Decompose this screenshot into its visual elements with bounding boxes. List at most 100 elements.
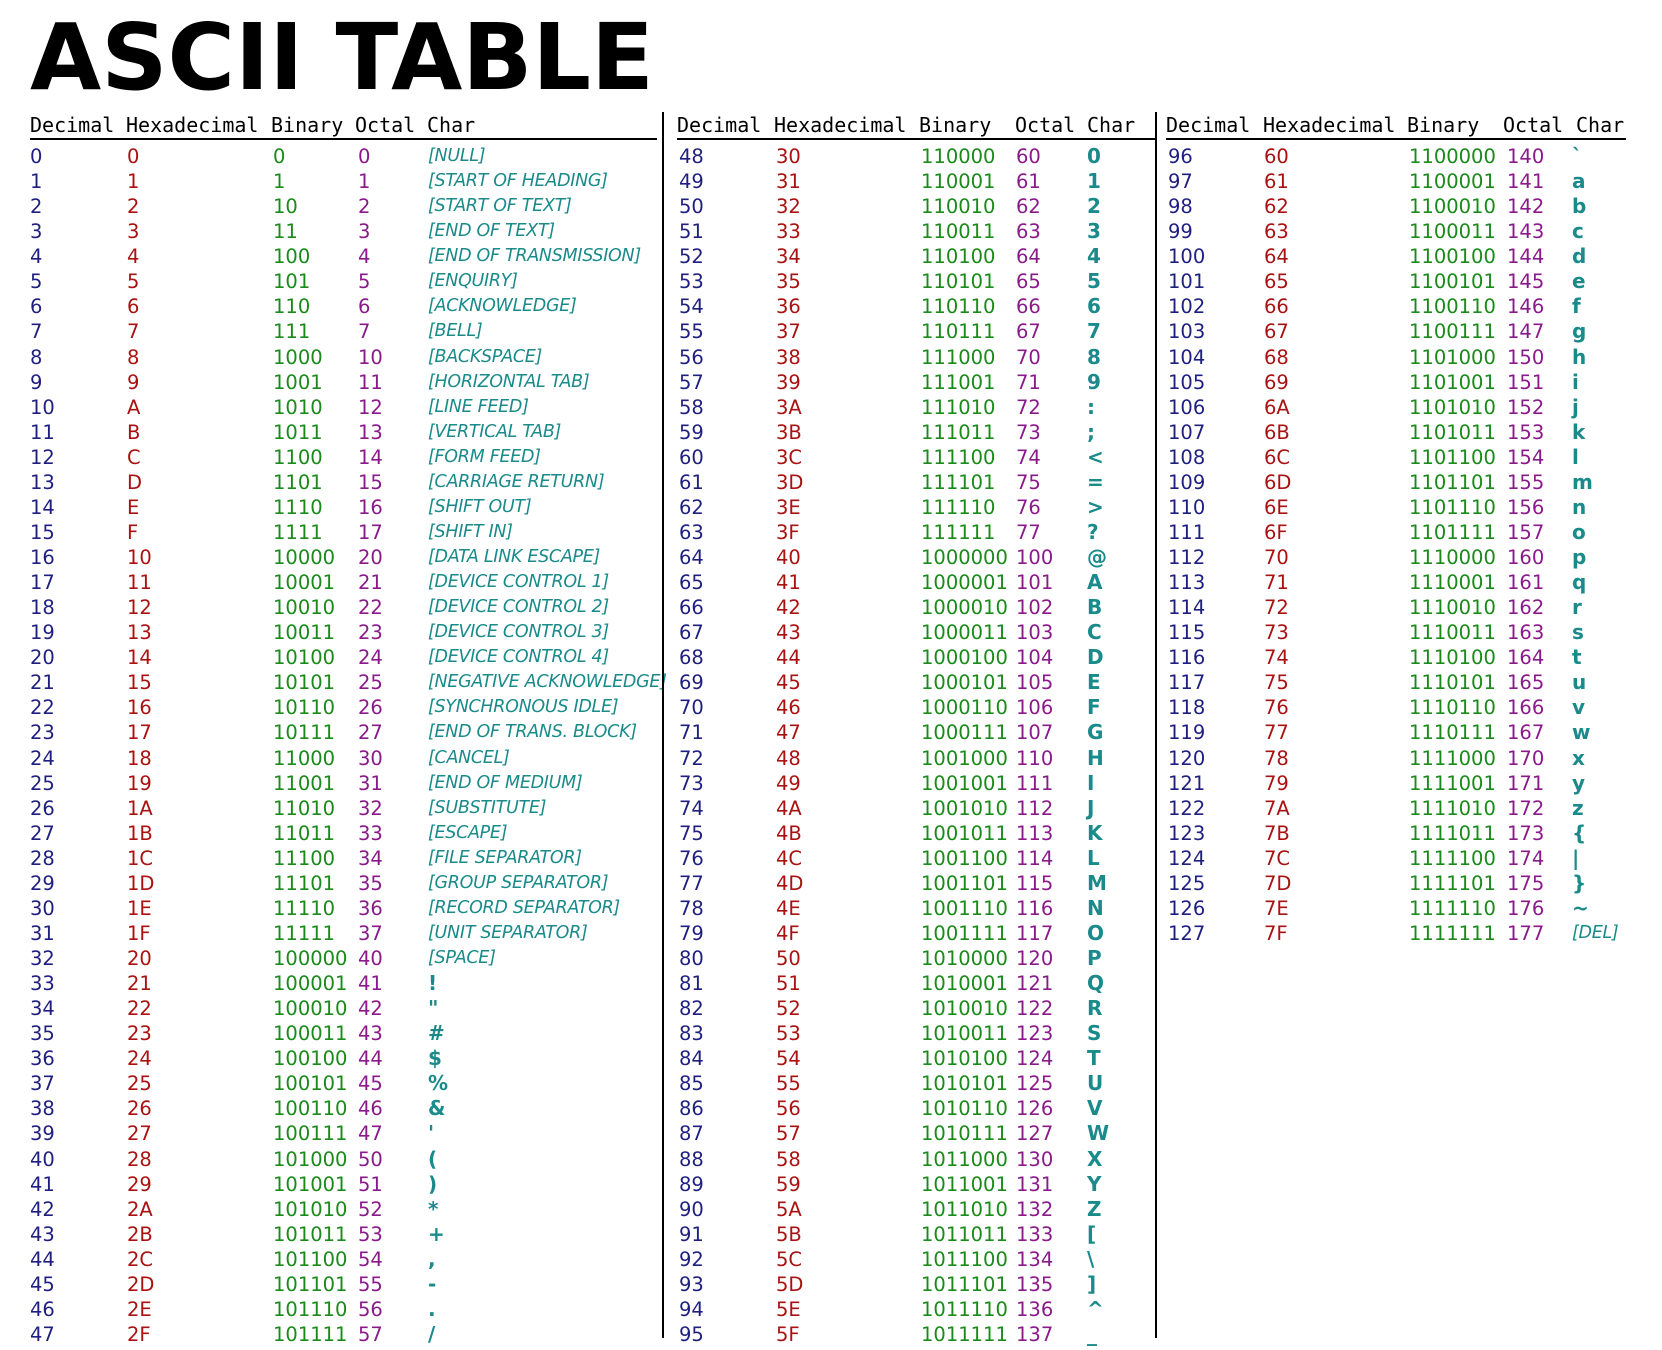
octal-cell: 104	[1016, 646, 1054, 670]
hexadecimal-cell: 7B	[1264, 821, 1290, 845]
char-cell: i	[1572, 369, 1579, 394]
decimal-cell: 94	[679, 1297, 704, 1321]
binary-cell: 111	[273, 320, 311, 344]
binary-cell: 11111	[273, 921, 336, 945]
table-row: 99 63 1100011 143 c	[1166, 219, 1626, 244]
char-cell: \	[1087, 1246, 1095, 1271]
binary-cell: 1111011	[1409, 821, 1496, 845]
binary-cell: 1000000	[921, 546, 1008, 569]
octal-cell: 42	[358, 997, 383, 1021]
binary-cell: 10110	[273, 696, 336, 720]
table-row: 112 70 1110000 160 p	[1166, 545, 1626, 570]
hexadecimal-cell: 12	[127, 596, 152, 620]
char-cell: d	[1572, 244, 1587, 269]
hexadecimal-cell: 6	[127, 295, 140, 319]
binary-cell: 101011	[273, 1222, 348, 1246]
decimal-cell: 80	[679, 947, 704, 970]
binary-cell: 1110001	[1409, 571, 1496, 595]
octal-cell: 46	[358, 1097, 383, 1121]
char-cell: m	[1572, 469, 1593, 494]
decimal-cell: 98	[1168, 195, 1193, 219]
header-hexadecimal: Hexadecimal	[1263, 113, 1396, 137]
table-row: 14 E 1110 16 [SHIFT OUT]	[30, 495, 657, 520]
binary-cell: 1010101	[921, 1072, 1008, 1096]
octal-cell: 177	[1507, 921, 1545, 945]
decimal-cell: 114	[1168, 596, 1206, 620]
table-row: 93 5D 1011101 135]	[677, 1272, 1155, 1297]
octal-cell: 126	[1016, 1097, 1054, 1121]
char-cell: o	[1572, 519, 1586, 544]
octal-cell: 27	[358, 721, 383, 745]
table-header: Decimal Hexadecimal Binary Octal Char	[677, 112, 1155, 140]
octal-cell: 57	[358, 1322, 383, 1346]
table-row: 89 59 1011001 131 Y	[677, 1172, 1155, 1197]
char-cell: `	[1572, 144, 1582, 168]
table-row: 97 61 1100001 141 a	[1166, 169, 1626, 194]
decimal-cell: 33	[30, 972, 55, 996]
octal-cell: 152	[1507, 395, 1545, 419]
binary-cell: 1011110	[921, 1297, 1008, 1321]
decimal-cell: 97	[1168, 170, 1193, 194]
octal-cell: 102	[1016, 596, 1054, 620]
octal-cell: 26	[358, 696, 383, 720]
hexadecimal-cell: 57	[776, 1122, 801, 1146]
octal-cell: 174	[1507, 846, 1545, 870]
hexadecimal-cell: 28	[127, 1147, 152, 1171]
octal-cell: 10	[358, 345, 383, 369]
binary-cell: 1101000	[1409, 345, 1496, 369]
char-cell: [CANCEL]	[428, 747, 510, 768]
decimal-cell: 65	[679, 571, 704, 595]
binary-cell: 101110	[273, 1297, 348, 1321]
octal-cell: 125	[1016, 1072, 1054, 1096]
table-row: 109 6D 1101101 155 m	[1166, 470, 1626, 495]
hexadecimal-cell: E	[127, 495, 140, 519]
decimal-cell: 27	[30, 821, 55, 845]
char-cell: #	[428, 1021, 445, 1046]
table-row: 90 5A 1011010 132 Z	[677, 1197, 1155, 1222]
binary-cell: 101	[273, 270, 311, 294]
binary-cell: 1001011	[921, 821, 1008, 845]
decimal-cell: 2	[30, 195, 43, 219]
binary-cell: 1110	[273, 495, 323, 519]
table-row: 119 77 1110111 167 w	[1166, 720, 1626, 745]
table-row: 67 43 1000011 103 C	[677, 620, 1155, 645]
binary-cell: 1110100	[1409, 646, 1496, 670]
char-cell: [RECORD SEPARATOR]	[428, 897, 620, 918]
octal-cell: 21	[358, 571, 383, 595]
octal-cell: 16	[358, 495, 383, 519]
hexadecimal-cell: 10	[127, 546, 152, 569]
octal-cell: 41	[358, 972, 383, 996]
char-cell: e	[1572, 269, 1586, 294]
table-row: 39 27 100111 47 '	[30, 1121, 657, 1146]
header-octal: Octal	[1503, 113, 1564, 137]
binary-cell: 1010	[273, 395, 323, 419]
octal-cell: 127	[1016, 1122, 1054, 1146]
hexadecimal-cell: D	[127, 470, 143, 494]
decimal-cell: 61	[679, 470, 704, 494]
binary-cell: 10100	[273, 646, 336, 670]
decimal-cell: 74	[679, 796, 704, 820]
decimal-cell: 13	[30, 470, 55, 494]
hexadecimal-cell: 2C	[127, 1247, 154, 1271]
decimal-cell: 84	[679, 1047, 704, 1071]
binary-cell: 1101010	[1409, 395, 1496, 419]
char-cell: T	[1087, 1046, 1101, 1071]
table-row: 28 1C 11100 34 [FILE SEPARATOR]	[30, 846, 657, 871]
octal-cell: 14	[358, 445, 383, 469]
hexadecimal-cell: 1F	[127, 921, 151, 945]
decimal-cell: 73	[679, 771, 704, 795]
table-row: 65 41 1000001 101 A	[677, 570, 1155, 595]
char-cell: I	[1087, 770, 1095, 795]
octal-cell: 61	[1016, 170, 1041, 194]
char-cell: !	[428, 971, 438, 996]
binary-cell: 1111010	[1409, 796, 1496, 820]
table-row: 81 51 1010001 121 Q	[677, 971, 1155, 996]
char-cell: $	[428, 1046, 442, 1071]
hexadecimal-cell: 5D	[776, 1272, 804, 1296]
char-cell: 9	[1087, 369, 1101, 394]
binary-cell: 10011	[273, 621, 336, 645]
decimal-cell: 58	[679, 395, 704, 419]
char-cell: W	[1087, 1121, 1110, 1146]
decimal-cell: 53	[679, 270, 704, 294]
decimal-cell: 25	[30, 771, 55, 795]
